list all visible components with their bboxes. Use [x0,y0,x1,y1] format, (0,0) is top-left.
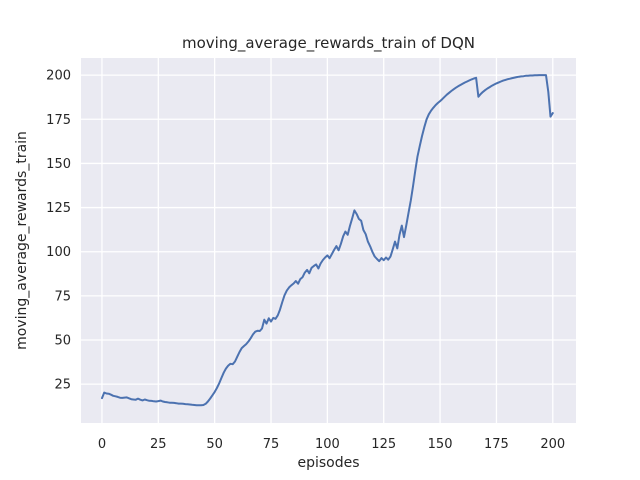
chart-title: moving_average_rewards_train of DQN [182,34,475,53]
y-tick-label: 150 [46,157,71,172]
y-tick-label: 75 [54,289,71,304]
y-tick-label: 200 [46,69,71,84]
y-tick-label: 25 [54,378,71,393]
x-tick-label: 200 [540,437,565,452]
y-tick-label: 125 [46,201,71,216]
y-tick-label: 100 [46,245,71,260]
x-tick-label: 100 [315,437,340,452]
plot-area: 0 25 50 75 100 125 150 175 200 25 50 75 100 125 150 175… [46,58,576,452]
y-tick-label: 175 [46,113,71,128]
x-axis-label: episodes [297,455,359,471]
x-tick-label: 50 [206,437,223,452]
x-tick-label: 75 [263,437,280,452]
x-tick-label: 150 [428,437,453,452]
x-tick-label: 0 [98,437,106,452]
axes-background [81,58,576,423]
y-axis-label: moving_average_rewards_train [14,131,30,350]
line-series [101,74,554,407]
x-tick-label: 125 [371,437,396,452]
x-tick-label: 25 [150,437,167,452]
y-tick-label: 50 [54,334,71,349]
x-tick-label: 175 [484,437,509,452]
